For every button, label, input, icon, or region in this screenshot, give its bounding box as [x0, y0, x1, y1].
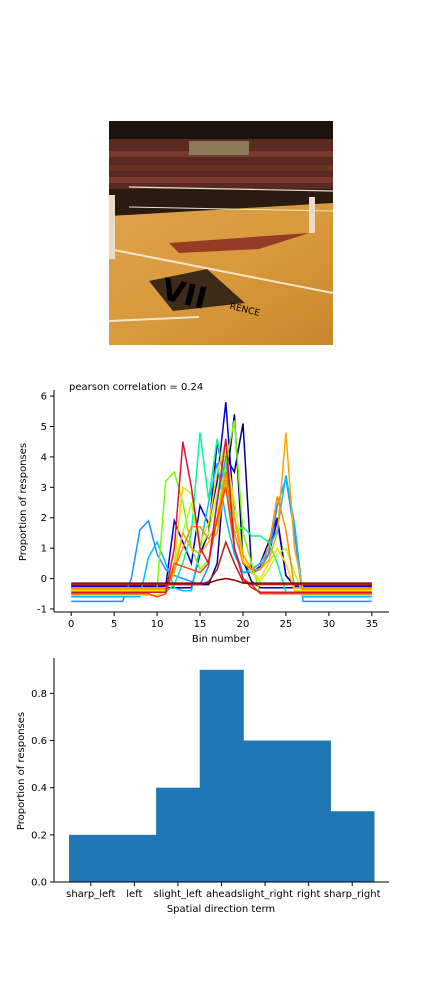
series-line-5 [71, 462, 372, 598]
y-tick-label: 0.8 [31, 689, 47, 700]
y-tick-label: 0 [41, 574, 47, 585]
x-tick-label: 0 [68, 619, 74, 630]
y-tick-label: 5 [41, 422, 47, 433]
y-tick-label: -1 [37, 604, 47, 615]
y-tick-label: 0.2 [31, 830, 47, 841]
x-tick-label: sharp_right [324, 889, 381, 900]
x-tick-label: 15 [194, 619, 207, 630]
y-tick-label: 1 [41, 544, 47, 555]
y-tick-label: 0.6 [31, 736, 47, 747]
series-line-4 [71, 456, 372, 603]
line-chart: pearson correlation = 0.24 0 5 10 15 20 25 30 3… [18, 382, 389, 645]
bar-left [112, 834, 157, 882]
bar-slight_left [156, 787, 201, 882]
x-tick-label: slight_left [154, 889, 203, 900]
y-tick-label: 4 [41, 452, 47, 463]
x-tick-label: left [126, 889, 142, 900]
chart1-xlabel: Bin number [192, 634, 251, 645]
y-tick-label: 6 [41, 392, 47, 403]
court-photo: VII RENCE [109, 121, 333, 345]
bar-sharp_left [69, 834, 114, 882]
y-tick-label: 2 [41, 513, 47, 524]
x-tick-label: 30 [323, 619, 336, 630]
chart2-xlabel: Spatial direction term [167, 904, 275, 915]
y-tick-label: 0.0 [31, 878, 47, 889]
chart2-ylabel: Proportion of responses [16, 712, 27, 830]
bar-sharp_right [330, 811, 375, 882]
x-tick-label: 20 [237, 619, 250, 630]
bar-slight_right [243, 740, 288, 882]
bar-ahead [199, 669, 244, 882]
series-line-9 [71, 441, 372, 592]
x-tick-label: slight_right [237, 889, 293, 900]
chart1-title: pearson correlation = 0.24 [69, 382, 203, 393]
x-tick-label: ahead [206, 889, 237, 900]
x-tick-label: 35 [365, 619, 378, 630]
series-line-11 [71, 471, 372, 589]
series-line-10 [71, 432, 372, 590]
series-line-14 [71, 539, 372, 586]
x-tick-label: 10 [151, 619, 164, 630]
x-tick-label: 5 [111, 619, 117, 630]
x-tick-label: right [297, 889, 321, 900]
series-line-12 [71, 487, 372, 598]
bar-right [286, 740, 331, 882]
x-tick-label: 25 [280, 619, 293, 630]
y-tick-label: 0.4 [31, 783, 47, 794]
series-line-13 [71, 438, 372, 593]
y-tick-label: 3 [41, 483, 47, 494]
chart1-ylabel: Proportion of responses [18, 443, 29, 561]
series-line-2 [71, 402, 372, 587]
series-line-15 [71, 577, 372, 584]
bar-chart: sharp_left left slight_left ahead slight_rig… [16, 658, 389, 915]
x-tick-label: sharp_left [66, 889, 115, 900]
